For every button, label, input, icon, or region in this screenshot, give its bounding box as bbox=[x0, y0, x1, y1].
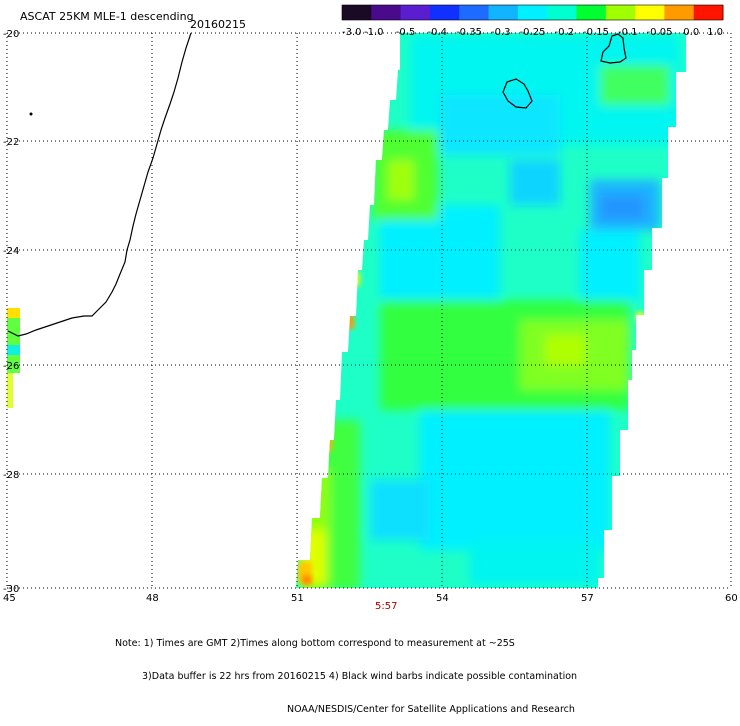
note-line-3: NOAA/NESDIS/Center for Satellite Applica… bbox=[287, 704, 575, 715]
colorbar-label: 1.0 bbox=[707, 27, 723, 38]
colorbar-label: -0.1 bbox=[618, 27, 638, 38]
colorbar-label: -0.2 bbox=[554, 27, 574, 38]
latitude-labels: -20 -22 -24 -26 -28 -30 bbox=[3, 29, 19, 595]
longitude-labels: 45 48 51 54 57 60 bbox=[3, 593, 738, 604]
lon-label: 48 bbox=[146, 593, 159, 604]
colorbar-swatch bbox=[459, 5, 490, 20]
colorbar-swatch bbox=[547, 5, 577, 20]
madagascar-coastline bbox=[7, 32, 192, 337]
lon-label: 45 bbox=[3, 593, 16, 604]
colorbar-label: -0.5 bbox=[396, 27, 416, 38]
map-title: ASCAT 25KM MLE-1 descending bbox=[20, 10, 194, 23]
lon-label: 54 bbox=[436, 593, 449, 604]
colorbar-swatch bbox=[693, 5, 724, 20]
graticule bbox=[6, 32, 732, 589]
lat-label: -26 bbox=[3, 361, 19, 372]
colorbar: -3.0 -1.0 -0.5 -0.4 -0.35 -0.3 -0.25 -0.2 -0.15-… bbox=[341, 4, 724, 38]
colorbar-swatch bbox=[488, 5, 519, 20]
lat-label: -24 bbox=[3, 246, 19, 257]
colorbar-swatch bbox=[517, 5, 548, 20]
colorbar-swatch bbox=[371, 5, 402, 20]
colorbar-swatch bbox=[342, 5, 372, 20]
colorbar-swatch bbox=[400, 5, 431, 20]
note-line-1: Note: 1) Times are GMT 2)Times along bot… bbox=[115, 638, 515, 649]
lat-label: -30 bbox=[3, 584, 19, 595]
small-islet bbox=[29, 112, 33, 116]
lat-label: -28 bbox=[3, 470, 19, 481]
mauritius-island bbox=[600, 33, 627, 64]
colorbar-label: -0.25 bbox=[520, 27, 546, 38]
colorbar-label: -1.0 bbox=[364, 27, 384, 38]
colorbar-label: -0.15 bbox=[583, 27, 609, 38]
colorbar-swatch bbox=[605, 5, 636, 20]
lat-label: -22 bbox=[3, 137, 19, 148]
colorbar-label: -0.05 bbox=[647, 27, 673, 38]
note-line-2: 3)Data buffer is 22 hrs from 20160215 4)… bbox=[142, 671, 578, 682]
colorbar-label: -3.0 bbox=[342, 27, 362, 38]
lon-label: 57 bbox=[581, 593, 594, 604]
notes: Note: 1) Times are GMT 2)Times along bot… bbox=[115, 616, 735, 726]
swath-map: ASCAT 25KM MLE-1 descending 20160215 -3.… bbox=[3, 4, 738, 612]
colorbar-label: 0.0 bbox=[683, 27, 699, 38]
colorbar-swatch bbox=[635, 5, 665, 20]
lon-label: 60 bbox=[725, 593, 738, 604]
colorbar-swatch bbox=[576, 5, 607, 20]
colorbar-label: -0.35 bbox=[456, 27, 482, 38]
lon-label: 51 bbox=[291, 593, 304, 604]
lat-label: -20 bbox=[3, 29, 19, 40]
wind-swath bbox=[7, 33, 686, 588]
reunion-island bbox=[502, 78, 533, 109]
map-date: 20160215 bbox=[190, 18, 246, 31]
colorbar-label: -0.4 bbox=[427, 27, 447, 38]
colorbar-swatch bbox=[429, 5, 460, 20]
time-label: 5:57 bbox=[375, 601, 397, 612]
colorbar-label: -0.3 bbox=[491, 27, 511, 38]
colorbar-swatch bbox=[664, 5, 695, 20]
